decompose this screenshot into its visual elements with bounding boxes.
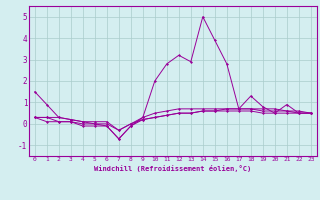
X-axis label: Windchill (Refroidissement éolien,°C): Windchill (Refroidissement éolien,°C) [94,165,252,172]
